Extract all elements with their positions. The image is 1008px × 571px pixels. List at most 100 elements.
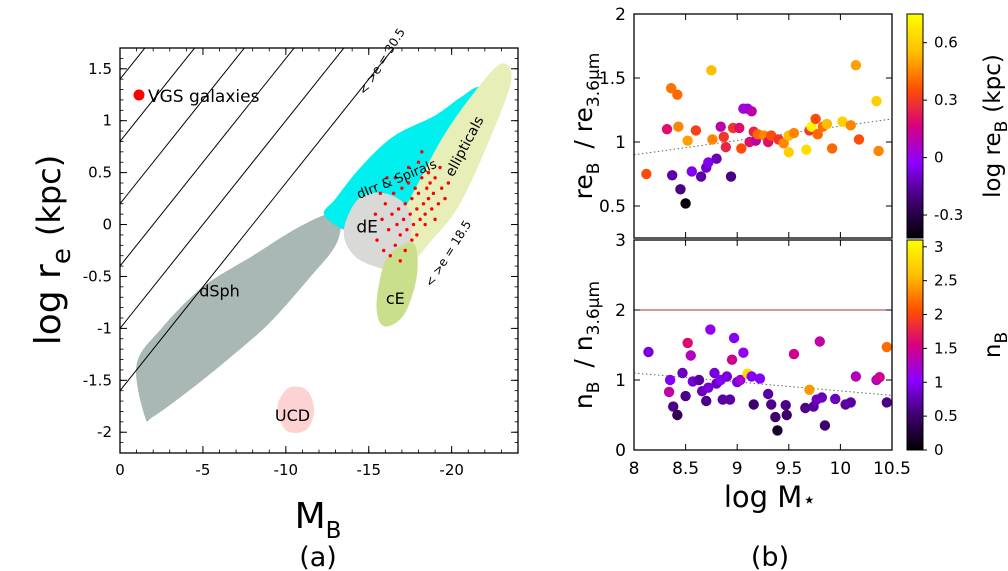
y-tick-label: -1: [97, 319, 112, 337]
data-point: [680, 390, 691, 402]
x-tick-label: 8.5: [672, 459, 699, 479]
vgs-point: [406, 181, 411, 185]
panel-b-top-frame: [633, 13, 893, 239]
data-point: [673, 121, 684, 132]
region-ellipticals: [385, 63, 512, 267]
data-point: [748, 399, 759, 410]
data-point: [738, 347, 749, 358]
data-point: [718, 131, 729, 143]
data-point: [709, 367, 720, 379]
colorbar-tick-label: 3: [934, 238, 944, 256]
data-point: [754, 373, 766, 384]
legend-marker: [133, 89, 145, 101]
data-point: [682, 135, 693, 146]
vgs-point: [420, 176, 424, 180]
data-point: [668, 401, 679, 412]
data-point: [735, 374, 746, 386]
bottom-trend-line: [634, 372, 892, 396]
sb-line-4: [120, 48, 196, 142]
x-tick-label: -5: [195, 461, 210, 479]
colorbar-tick-label: 2: [934, 306, 944, 324]
data-point: [690, 125, 702, 136]
data-point: [845, 120, 856, 131]
data-point: [641, 168, 652, 180]
vgs-point: [386, 228, 391, 232]
y-tick-label: 1.5: [599, 69, 626, 89]
y-tick-label: 0.5: [88, 164, 112, 182]
sb-line-3: [120, 48, 246, 205]
vgs-point: [398, 233, 402, 237]
sb-line-1: [120, 48, 345, 329]
x-tick-label: 10: [830, 459, 852, 479]
vgs-point: [395, 222, 399, 227]
data-point: [705, 324, 716, 335]
panel-b-x-label: log M⋆: [724, 480, 816, 514]
panel-a-y-ticks: 1.5 1 0.5 0 -0.5 -1 -1.5 -2: [83, 57, 518, 444]
data-point: [695, 171, 707, 182]
data-point: [703, 382, 714, 393]
vgs-point: [438, 165, 442, 170]
vgs-point: [398, 259, 402, 263]
bottom-y-label: nB / n3.6μm: [569, 281, 604, 409]
y-tick-label: 0: [102, 216, 112, 234]
data-point: [664, 374, 676, 386]
vgs-point: [410, 196, 414, 201]
colorbar-tick-label: -0.3: [934, 206, 963, 224]
data-point: [874, 372, 885, 383]
data-point: [819, 420, 831, 431]
y-tick-label: -0.5: [83, 267, 112, 285]
data-point: [830, 393, 841, 405]
panel-b-caption: (b): [751, 542, 789, 571]
y-tick-label: 0.5: [599, 197, 626, 217]
y-tick-label: 1.5: [88, 60, 112, 78]
data-point: [788, 348, 800, 360]
data-point: [663, 386, 675, 398]
trend-line: [634, 372, 892, 396]
top-colorbar-ticks: 0.6 0.3 0 -0.3: [923, 34, 963, 224]
region-layer: [136, 63, 512, 433]
data-point: [873, 145, 884, 157]
x-tick-label: -15: [357, 461, 382, 479]
x-tick-label: -10: [274, 461, 299, 479]
data-point: [665, 83, 677, 94]
data-point: [661, 124, 673, 135]
vgs-point: [436, 202, 441, 206]
data-point: [806, 121, 817, 132]
y-tick-label: 3: [615, 231, 626, 251]
data-point: [736, 143, 747, 154]
region-dsph: [136, 213, 342, 422]
vgs-points: [373, 150, 451, 263]
data-point: [853, 134, 865, 145]
y-tick-label: 1: [102, 112, 112, 130]
data-point: [770, 411, 781, 423]
colorbar-tick-label: 0.3: [934, 91, 958, 109]
vgs-point: [405, 228, 409, 232]
vgs-point: [391, 191, 396, 196]
vgs-point: [443, 196, 447, 201]
vgs-point: [373, 212, 378, 216]
vgs-point: [421, 202, 426, 206]
data-point: [762, 388, 774, 400]
bottom-colorbar: [906, 239, 924, 451]
data-point: [666, 170, 678, 181]
data-point: [781, 409, 792, 421]
data-point: [788, 127, 800, 139]
vgs-point: [416, 191, 421, 196]
data-point: [643, 346, 654, 358]
data-point: [810, 113, 821, 125]
vgs-point: [415, 233, 419, 237]
data-point: [800, 402, 811, 414]
data-point: [812, 129, 823, 140]
x-tick-label: 0: [115, 461, 125, 479]
colorbar-tick-label: 1.5: [934, 339, 958, 357]
colorbar-tick-label: 0.5: [934, 407, 958, 425]
data-point: [686, 166, 697, 177]
data-point: [845, 397, 856, 408]
vgs-point: [380, 217, 384, 222]
colorbar-tick-label: 0.6: [934, 34, 958, 52]
data-point: [717, 394, 728, 405]
vgs-point: [385, 176, 389, 180]
data-point: [804, 384, 815, 395]
colorbar-tick-label: 2.5: [934, 272, 958, 290]
